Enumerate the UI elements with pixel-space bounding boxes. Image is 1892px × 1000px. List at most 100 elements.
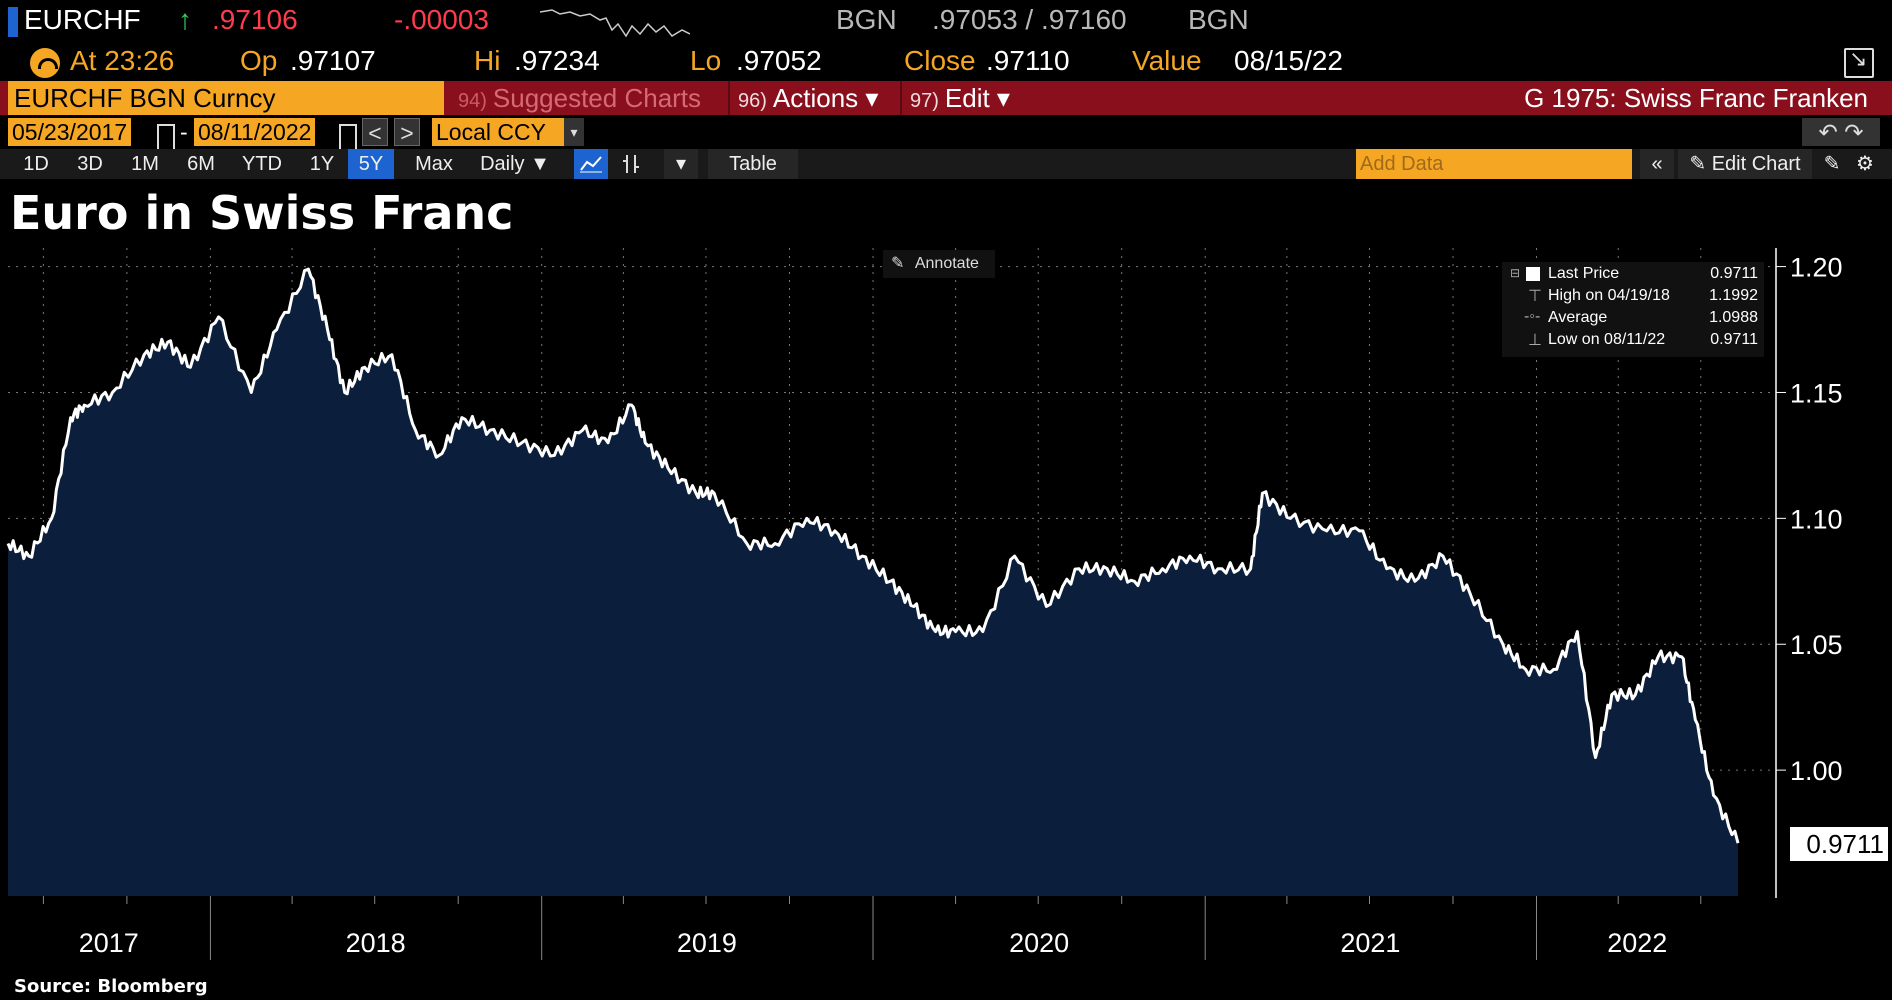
period-max[interactable]: Max bbox=[415, 153, 453, 175]
y-tick-label: 1.15 bbox=[1790, 378, 1843, 408]
y-tick-label: 1.05 bbox=[1790, 630, 1843, 660]
annotate-button[interactable]: ✎ Annotate bbox=[883, 250, 995, 278]
date-separator: - bbox=[180, 119, 188, 145]
stats-bar: At 23:26 Op .97107 Hi .97234 Lo .97052 C… bbox=[0, 40, 1892, 80]
x-tick-label: 2019 bbox=[677, 928, 737, 958]
end-date-field[interactable]: 08/11/2022 bbox=[194, 118, 316, 146]
bid-source: BGN bbox=[836, 4, 897, 35]
period-toolbar: 1D 3D 1M 6M YTD 1Y 5Y Max Daily ▼ ▾ Tabl… bbox=[0, 149, 1892, 179]
security-field[interactable]: EURCHF BGN Curncy bbox=[8, 81, 444, 115]
function-title: G 1975: Swiss Franc Franken bbox=[1524, 83, 1868, 113]
up-arrow-icon: ↑ bbox=[178, 4, 192, 35]
menu-bar: EURCHF BGN Curncy 94) Suggested Charts 96… bbox=[0, 81, 1892, 115]
chart-type-dropdown[interactable]: ▾ bbox=[664, 149, 698, 179]
gauge-icon[interactable] bbox=[30, 48, 60, 78]
open-value: .97107 bbox=[290, 45, 376, 76]
start-date-field[interactable]: 05/23/2017 bbox=[8, 118, 132, 146]
candlestick-icon[interactable] bbox=[614, 149, 648, 179]
y-tick-label: 1.00 bbox=[1790, 756, 1843, 786]
high-label: Hi bbox=[474, 45, 501, 76]
next-period-button[interactable]: > bbox=[394, 118, 420, 146]
table-button[interactable]: Table bbox=[708, 149, 798, 179]
chevron-down-icon[interactable]: ▾ bbox=[564, 118, 584, 146]
period-ytd[interactable]: YTD bbox=[242, 153, 282, 175]
date-range-bar: 05/23/2017 - 08/11/2022 < > Local CCY ▾ … bbox=[0, 118, 1892, 152]
calendar-icon[interactable] bbox=[157, 124, 175, 152]
ask-source: BGN bbox=[1188, 4, 1249, 35]
ticker-symbol[interactable]: EURCHF bbox=[24, 4, 141, 35]
chart-title: Euro in Swiss Franc bbox=[10, 186, 514, 240]
y-tick-label: 1.20 bbox=[1790, 253, 1843, 283]
gear-icon[interactable]: ⚙ bbox=[1856, 153, 1874, 175]
high-value: .97234 bbox=[514, 45, 600, 76]
net-change: -.00003 bbox=[394, 4, 489, 35]
x-tick-label: 2017 bbox=[79, 928, 139, 958]
legend-label-average: Average bbox=[1548, 309, 1608, 326]
x-tick-label: 2018 bbox=[346, 928, 406, 958]
y-tick-label: 1.10 bbox=[1790, 504, 1843, 534]
value-label: Value bbox=[1132, 45, 1202, 76]
average-marker-icon: -◦- bbox=[1524, 308, 1541, 325]
expand-icon[interactable] bbox=[1844, 46, 1874, 78]
currency-select[interactable]: Local CCY bbox=[432, 118, 566, 146]
edit-menu[interactable]: 97) Edit ▾ bbox=[900, 81, 1028, 115]
actions-menu[interactable]: 96) Actions ▾ bbox=[728, 81, 898, 115]
legend-value-average: 1.0988 bbox=[1709, 309, 1758, 326]
high-marker-icon: ⊤ bbox=[1528, 288, 1542, 305]
annotate-label: Annotate bbox=[914, 255, 979, 272]
close-label: Close bbox=[904, 45, 976, 76]
quote-bar: EURCHF ↑ .97106 -.00003 BGN .97053 / .97… bbox=[0, 0, 1892, 40]
calendar-icon[interactable] bbox=[339, 124, 357, 152]
legend-label-high: High on 04/19/18 bbox=[1548, 287, 1670, 304]
price-chart[interactable]: 1.20 1.15 1.10 1.05 1.00 2017 2018 2019 2020 202… bbox=[0, 240, 1892, 972]
frequency-select[interactable]: Daily ▼ bbox=[480, 153, 550, 175]
suggested-charts-menu[interactable]: 94) Suggested Charts bbox=[450, 81, 728, 115]
menu-number: 96) bbox=[738, 90, 767, 112]
low-label: Lo bbox=[690, 45, 722, 76]
menu-number: 94) bbox=[458, 90, 487, 112]
y-axis: 1.20 1.15 1.10 1.05 1.00 bbox=[1776, 253, 1843, 786]
period-6m[interactable]: 6M bbox=[187, 153, 215, 175]
collapse-legend-icon[interactable]: ⊟ bbox=[1510, 266, 1521, 280]
undo-redo-buttons[interactable]: ↶ ↷ bbox=[1802, 118, 1880, 146]
source-note: Source: Bloomberg bbox=[14, 976, 208, 997]
bid-ask: .97053 / .97160 bbox=[932, 4, 1127, 35]
collapse-icon[interactable]: « bbox=[1640, 149, 1674, 179]
period-5y[interactable]: 5Y bbox=[348, 149, 394, 179]
low-value: .97052 bbox=[736, 45, 822, 76]
value-date: 08/15/22 bbox=[1234, 45, 1343, 76]
period-1d[interactable]: 1D bbox=[23, 153, 49, 175]
period-1m[interactable]: 1M bbox=[131, 153, 159, 175]
quote-time: At 23:26 bbox=[70, 45, 175, 76]
legend-box: ⊟ Last Price 0.9711 ⊤ High on 04/19/18 1… bbox=[1502, 262, 1764, 357]
legend-label-last: Last Price bbox=[1548, 265, 1620, 282]
suggested-charts-label: Suggested Charts bbox=[492, 83, 702, 113]
legend-value-high: 1.1992 bbox=[1709, 287, 1758, 304]
menu-number: 97) bbox=[910, 90, 939, 112]
x-tick-label: 2022 bbox=[1607, 928, 1667, 958]
price-area bbox=[8, 269, 1738, 897]
last-price: .97106 bbox=[212, 4, 298, 35]
x-tick-label: 2020 bbox=[1009, 928, 1069, 958]
actions-label: Actions ▾ bbox=[772, 83, 879, 113]
prev-period-button[interactable]: < bbox=[362, 118, 388, 146]
legend-swatch bbox=[1526, 267, 1540, 281]
x-axis: 2017 2018 2019 2020 2021 2022 bbox=[42, 896, 1702, 960]
period-1y[interactable]: 1Y bbox=[309, 153, 335, 175]
legend-value-last: 0.9711 bbox=[1710, 265, 1758, 282]
period-3d[interactable]: 3D bbox=[77, 153, 103, 175]
last-price-tag: 0.9711 bbox=[1790, 827, 1888, 861]
close-value: .97110 bbox=[986, 45, 1070, 76]
low-marker-icon: ⊥ bbox=[1528, 332, 1542, 349]
legend-value-low: 0.9711 bbox=[1710, 331, 1758, 348]
line-chart-icon[interactable] bbox=[574, 149, 608, 179]
sparkline-icon bbox=[540, 9, 690, 38]
legend-label-low: Low on 08/11/22 bbox=[1548, 331, 1666, 348]
x-tick-label: 2021 bbox=[1340, 928, 1400, 958]
pencil-icon[interactable]: ✎ bbox=[1823, 153, 1841, 175]
ticker-marker bbox=[8, 7, 18, 37]
edit-chart-button[interactable]: ✎ Edit Chart bbox=[1678, 149, 1812, 179]
add-data-input[interactable]: Add Data bbox=[1356, 149, 1632, 179]
open-label: Op bbox=[240, 45, 278, 76]
edit-label: Edit ▾ bbox=[944, 83, 1010, 113]
